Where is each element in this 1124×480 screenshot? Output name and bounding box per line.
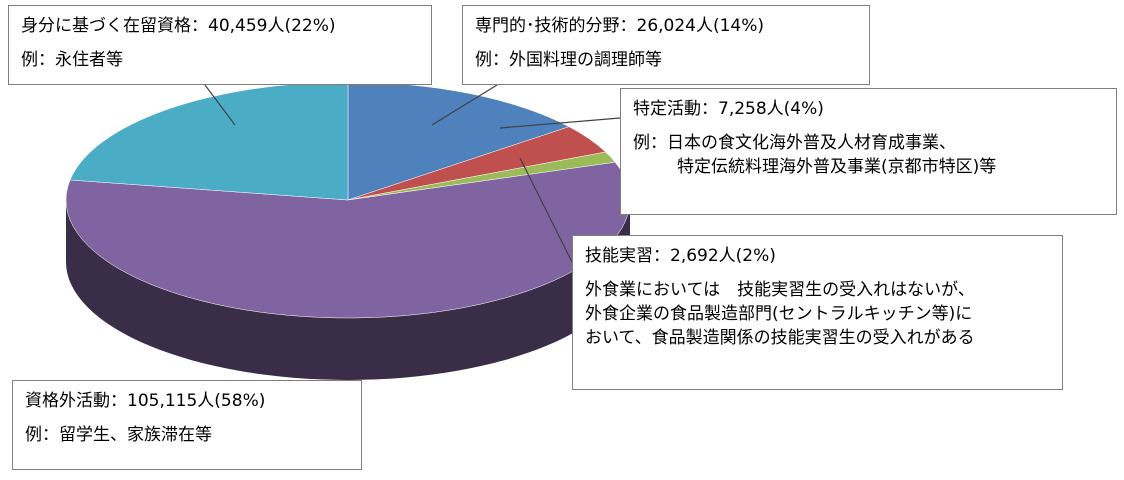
callout-title: 特定活動：7,258人(4%) [633, 97, 1104, 121]
category-label: 身分に基づく在留資格： [21, 16, 208, 36]
note: 例：外国料理の調理師等 [475, 50, 662, 70]
callout-title: 技能実習：2,692人(2%) [585, 244, 1050, 268]
callout-title: 身分に基づく在留資格：40,459人(22%) [21, 14, 419, 38]
note: 例：日本の食文化海外普及人材育成事業、 [633, 133, 956, 153]
callout: 身分に基づく在留資格：40,459人(22%) 例：永住者等 [8, 5, 432, 85]
leader-line [499, 117, 621, 129]
category-label: 専門的･技術的分野： [475, 16, 637, 36]
value-label: 26,024人(14%) [636, 16, 765, 36]
leader-line [519, 157, 573, 263]
callout: 特定活動：7,258人(4%) 例：日本の食文化海外普及人材育成事業、特定伝統料理… [620, 88, 1117, 215]
value-label: 40,459人(22%) [208, 16, 336, 36]
value-label: 105,115人(58%) [127, 391, 266, 411]
category-label: 資格外活動： [25, 391, 127, 411]
note: 外食業においては 技能実習生の受入れはないが、 [585, 280, 975, 300]
pie-slice [65, 161, 631, 319]
category-label: 特定活動： [633, 99, 718, 119]
callout: 資格外活動：105,115人(58%) 例：留学生、家族滞在等 [12, 380, 362, 470]
category-label: 技能実習： [585, 246, 670, 266]
callout-title: 資格外活動：105,115人(58%) [25, 389, 349, 413]
callout: 技能実習：2,692人(2%) 外食業においては 技能実習生の受入れはないが、 外食… [572, 235, 1063, 390]
callout: 専門的･技術的分野：26,024人(14%) 例：外国料理の調理師等 [462, 5, 870, 85]
value-label: 7,258人(4%) [718, 99, 824, 119]
pie-side [66, 200, 630, 380]
note: 例：留学生、家族滞在等 [25, 425, 212, 445]
leader-line [204, 84, 236, 126]
note: 特定伝統料理海外普及事業(京都市特区)等 [677, 157, 997, 177]
value-label: 2,692人(2%) [670, 246, 776, 266]
pie-slice [69, 81, 349, 201]
note: 外食企業の食品製造部門(セントラルキッチン等)に [585, 304, 973, 324]
note: 例：永住者等 [21, 50, 123, 70]
callout-title: 専門的･技術的分野：26,024人(14%) [475, 14, 857, 38]
leader-line [431, 84, 498, 126]
note: おいて、食品製造関係の技能実習生の受入れがある [585, 328, 975, 348]
